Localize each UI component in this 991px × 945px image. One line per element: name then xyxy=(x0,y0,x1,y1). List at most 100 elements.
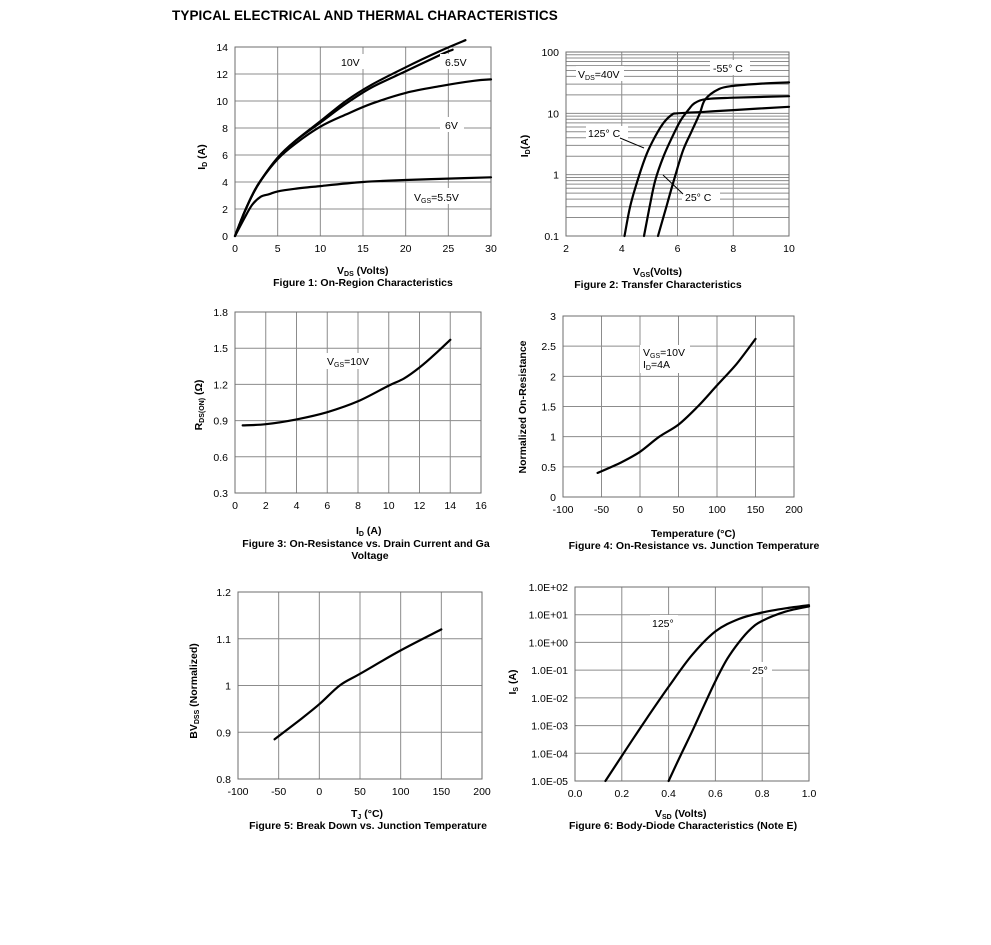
series-label-125: 125° xyxy=(652,618,674,630)
y-tick-label-14: 14 xyxy=(216,42,228,54)
x-tick-label-50: -50 xyxy=(594,504,609,516)
series-line-125 xyxy=(604,604,811,783)
x-tick-label-100: -100 xyxy=(227,786,248,798)
curves xyxy=(596,337,757,474)
y-tick-label-0: 0 xyxy=(222,231,228,243)
y-tick-label-1-2: 1.2 xyxy=(216,587,231,599)
x-tick-label-14: 14 xyxy=(444,500,456,512)
series-line-125-c xyxy=(623,105,791,238)
ticks: 0.0 0.2 0.4 0.6 0.8 1.0 1.0E-05 1.0E-04 1.0E-03 1… xyxy=(529,582,817,800)
x-tick-label-200: 200 xyxy=(473,786,491,798)
page-title: TYPICAL ELECTRICAL AND THERMAL CHARACTER… xyxy=(172,8,558,23)
x-tick-label-150: 150 xyxy=(433,786,451,798)
x-tick-label-0-8: 0.8 xyxy=(755,788,770,800)
x-tick-label-2: 2 xyxy=(563,243,569,255)
y-tick-label-0-1: 0.1 xyxy=(544,231,559,243)
x-tick-label-6: 6 xyxy=(675,243,681,255)
series-label-6-5v: 6.5V xyxy=(445,57,467,69)
figure-caption-line2: Voltage xyxy=(351,550,388,562)
ticks: 2 4 6 8 10 0.1 1 10 100 xyxy=(541,47,795,255)
x-tick-label-100: 100 xyxy=(392,786,410,798)
series-line-bv-dss xyxy=(273,628,443,741)
x-tick-label-0-0: 0.0 xyxy=(568,788,583,800)
curves xyxy=(623,81,791,238)
series-label-10v: 10V xyxy=(341,57,360,69)
annotation-arrow-125c xyxy=(619,137,645,149)
series-line-v-gs-10v xyxy=(241,338,452,427)
figure-caption: Figure 5: Break Down vs. Junction Temper… xyxy=(249,820,487,832)
x-tick-label-12: 12 xyxy=(414,500,426,512)
figure-caption: Figure 6: Body-Diode Characteristics (No… xyxy=(569,820,797,832)
y-tick-label-1-0e-02: 1.0E+02 xyxy=(529,582,569,594)
y-tick-label-2-5: 2.5 xyxy=(541,341,556,353)
y-tick-label-1-0e-05: 1.0E-05 xyxy=(531,776,568,788)
series-line-25 xyxy=(667,605,811,783)
plot-frame xyxy=(234,46,492,237)
y-tick-label-0: 0 xyxy=(550,492,556,504)
y-tick-label-100: 100 xyxy=(541,47,559,59)
series-label-6v: 6V xyxy=(445,120,458,132)
series-line-6v xyxy=(233,78,493,238)
x-tick-label-20: 20 xyxy=(400,243,412,255)
y-tick-label-10: 10 xyxy=(547,108,559,120)
x-tick-label-50: 50 xyxy=(673,504,685,516)
curves xyxy=(241,338,452,427)
y-tick-label-0-5: 0.5 xyxy=(541,462,556,474)
y-tick-label-0-8: 0.8 xyxy=(216,774,231,786)
y-tick-label-1: 1 xyxy=(225,681,231,693)
x-tick-label-0-4: 0.4 xyxy=(661,788,676,800)
y-tick-label-1-0e-01: 1.0E+01 xyxy=(529,610,569,622)
y-tick-label-1-0e-04: 1.0E-04 xyxy=(531,748,568,760)
x-tick-label-0: 0 xyxy=(637,504,643,516)
y-tick-label-6: 6 xyxy=(222,150,228,162)
figure-caption: Figure 3: On-Resistance vs. Drain Curren… xyxy=(242,538,490,550)
y-axis-label: Normalized On-Resistance xyxy=(517,340,529,473)
x-tick-label-0-6: 0.6 xyxy=(708,788,723,800)
x-tick-label-10: 10 xyxy=(314,243,326,255)
x-tick-label-0: 0 xyxy=(232,243,238,255)
plot-frame xyxy=(237,591,483,780)
ticks: 0 5 10 15 20 25 30 0 2 4 6 8 10 12 14 xyxy=(216,42,497,255)
y-tick-label-1-5: 1.5 xyxy=(213,343,228,355)
grid xyxy=(238,592,482,779)
x-tick-label-200: 200 xyxy=(785,504,803,516)
plot-frame xyxy=(565,51,790,237)
y-tick-label-1-5: 1.5 xyxy=(541,402,556,414)
y-tick-label-4: 4 xyxy=(222,177,228,189)
y-tick-label-1-0e-02: 1.0E-02 xyxy=(531,693,568,705)
series-label-5-5v: VGS=5.5V xyxy=(414,192,459,205)
x-tick-label-15: 15 xyxy=(357,243,369,255)
y-tick-label-1-2: 1.2 xyxy=(213,379,228,391)
x-tick-label-0: 0 xyxy=(316,786,322,798)
figure-caption: Figure 4: On-Resistance vs. Junction Tem… xyxy=(569,540,820,552)
x-tick-label-0: 0 xyxy=(232,500,238,512)
annotation-25c: 25° C xyxy=(685,192,712,204)
y-tick-label-12: 12 xyxy=(216,69,228,81)
y-tick-label-1: 1 xyxy=(550,432,556,444)
y-tick-label-1: 1 xyxy=(553,170,559,182)
x-tick-label-50: 50 xyxy=(354,786,366,798)
x-tick-label-30: 30 xyxy=(485,243,497,255)
series-line-v-gs-5-5v xyxy=(233,176,493,238)
series-line-55-c xyxy=(656,81,791,238)
grid xyxy=(235,47,491,236)
annotation-vds: VDS=40V xyxy=(578,69,620,82)
x-tick-label-2: 2 xyxy=(263,500,269,512)
series-label-25: 25° xyxy=(752,665,768,677)
y-tick-label-8: 8 xyxy=(222,123,228,135)
y-axis-label: IS (A) xyxy=(507,669,520,694)
x-tick-label-8: 8 xyxy=(355,500,361,512)
x-tick-label-100: 100 xyxy=(708,504,726,516)
y-tick-label-2: 2 xyxy=(550,371,556,383)
x-tick-label-16: 16 xyxy=(475,500,487,512)
x-tick-label-10: 10 xyxy=(383,500,395,512)
series-line-v-gs-10v-i-d-4a xyxy=(596,337,757,474)
plot-frame xyxy=(562,315,795,498)
ticks: -100 -50 0 50 100 150 200 0.8 0.9 1 1.1 1.2 xyxy=(216,587,491,798)
